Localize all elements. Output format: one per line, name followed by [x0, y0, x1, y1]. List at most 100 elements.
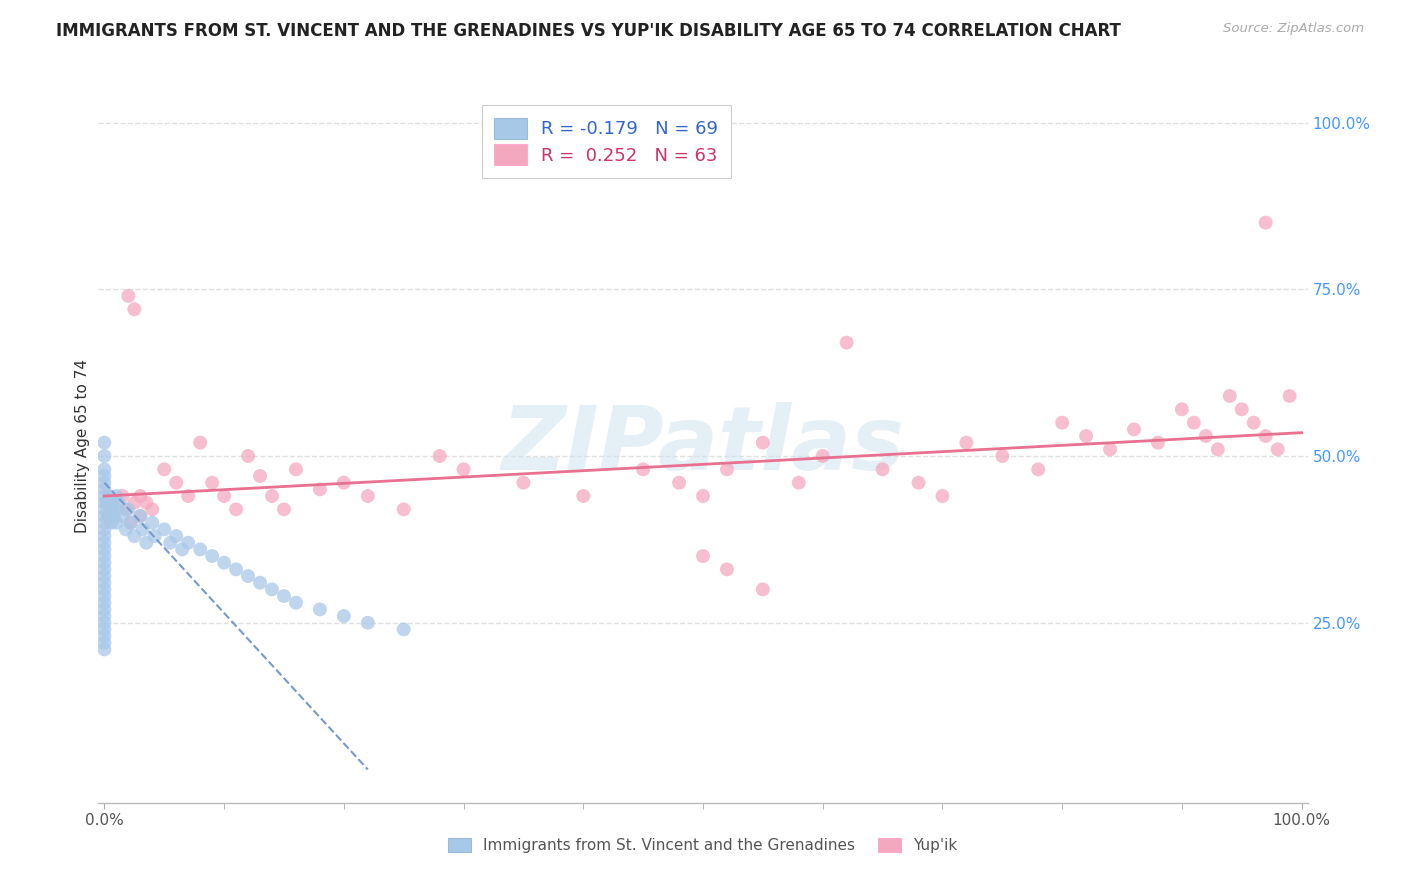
- Text: Source: ZipAtlas.com: Source: ZipAtlas.com: [1223, 22, 1364, 36]
- Point: [1026, 462, 1049, 476]
- Point: [1099, 442, 1122, 457]
- Point: [835, 335, 858, 350]
- Point: [93, 496, 115, 510]
- Point: [153, 522, 176, 536]
- Y-axis label: Disability Age 65 to 74: Disability Age 65 to 74: [75, 359, 90, 533]
- Point: [115, 502, 138, 516]
- Point: [1171, 402, 1194, 417]
- Point: [129, 489, 152, 503]
- Point: [93, 636, 115, 650]
- Point: [105, 489, 128, 503]
- Point: [692, 489, 714, 503]
- Point: [124, 529, 146, 543]
- Point: [787, 475, 810, 490]
- Point: [93, 469, 115, 483]
- Point: [1267, 442, 1289, 457]
- Point: [429, 449, 451, 463]
- Point: [1230, 402, 1253, 417]
- Point: [1147, 435, 1170, 450]
- Point: [115, 522, 138, 536]
- Point: [93, 516, 115, 530]
- Point: [93, 549, 115, 563]
- Point: [172, 542, 194, 557]
- Point: [111, 509, 134, 524]
- Point: [249, 469, 271, 483]
- Point: [668, 475, 690, 490]
- Point: [1254, 216, 1277, 230]
- Point: [931, 489, 953, 503]
- Point: [165, 529, 187, 543]
- Text: IMMIGRANTS FROM ST. VINCENT AND THE GRENADINES VS YUP'IK DISABILITY AGE 65 TO 74: IMMIGRANTS FROM ST. VINCENT AND THE GREN…: [56, 22, 1121, 40]
- Point: [392, 502, 415, 516]
- Point: [93, 435, 115, 450]
- Point: [716, 562, 738, 576]
- Point: [93, 522, 115, 536]
- Point: [107, 496, 129, 510]
- Point: [97, 509, 120, 524]
- Point: [1074, 429, 1097, 443]
- Point: [907, 475, 929, 490]
- Point: [93, 509, 115, 524]
- Point: [1182, 416, 1205, 430]
- Point: [120, 516, 142, 530]
- Point: [135, 535, 157, 549]
- Point: [93, 502, 115, 516]
- Point: [103, 509, 125, 524]
- Point: [309, 483, 332, 497]
- Point: [1243, 416, 1265, 430]
- Point: [991, 449, 1014, 463]
- Point: [120, 516, 142, 530]
- Point: [93, 582, 115, 597]
- Point: [692, 549, 714, 563]
- Point: [93, 449, 115, 463]
- Point: [93, 596, 115, 610]
- Point: [135, 496, 157, 510]
- Point: [93, 609, 115, 624]
- Point: [284, 596, 307, 610]
- Point: [93, 483, 115, 497]
- Point: [93, 629, 115, 643]
- Point: [93, 475, 115, 490]
- Point: [93, 489, 115, 503]
- Point: [716, 462, 738, 476]
- Point: [165, 475, 187, 490]
- Point: [124, 302, 146, 317]
- Point: [357, 615, 380, 630]
- Point: [93, 615, 115, 630]
- Point: [453, 462, 475, 476]
- Point: [1206, 442, 1229, 457]
- Point: [117, 289, 139, 303]
- Point: [93, 569, 115, 583]
- Point: [111, 489, 134, 503]
- Point: [93, 535, 115, 549]
- Point: [1278, 389, 1301, 403]
- Point: [260, 582, 283, 597]
- Point: [159, 535, 181, 549]
- Point: [955, 435, 977, 450]
- Text: ZIPatlas: ZIPatlas: [502, 402, 904, 490]
- Point: [93, 556, 115, 570]
- Point: [93, 642, 115, 657]
- Point: [752, 435, 775, 450]
- Point: [212, 556, 235, 570]
- Point: [357, 489, 380, 503]
- Point: [153, 462, 176, 476]
- Point: [177, 535, 200, 549]
- Point: [392, 623, 415, 637]
- Point: [96, 496, 118, 510]
- Point: [93, 529, 115, 543]
- Point: [129, 509, 152, 524]
- Point: [225, 502, 247, 516]
- Point: [236, 449, 259, 463]
- Point: [132, 522, 155, 536]
- Point: [93, 589, 115, 603]
- Point: [260, 489, 283, 503]
- Point: [212, 489, 235, 503]
- Point: [309, 602, 332, 616]
- Point: [93, 575, 115, 590]
- Point: [100, 502, 122, 516]
- Point: [333, 609, 356, 624]
- Point: [98, 489, 121, 503]
- Point: [1123, 422, 1146, 436]
- Point: [93, 623, 115, 637]
